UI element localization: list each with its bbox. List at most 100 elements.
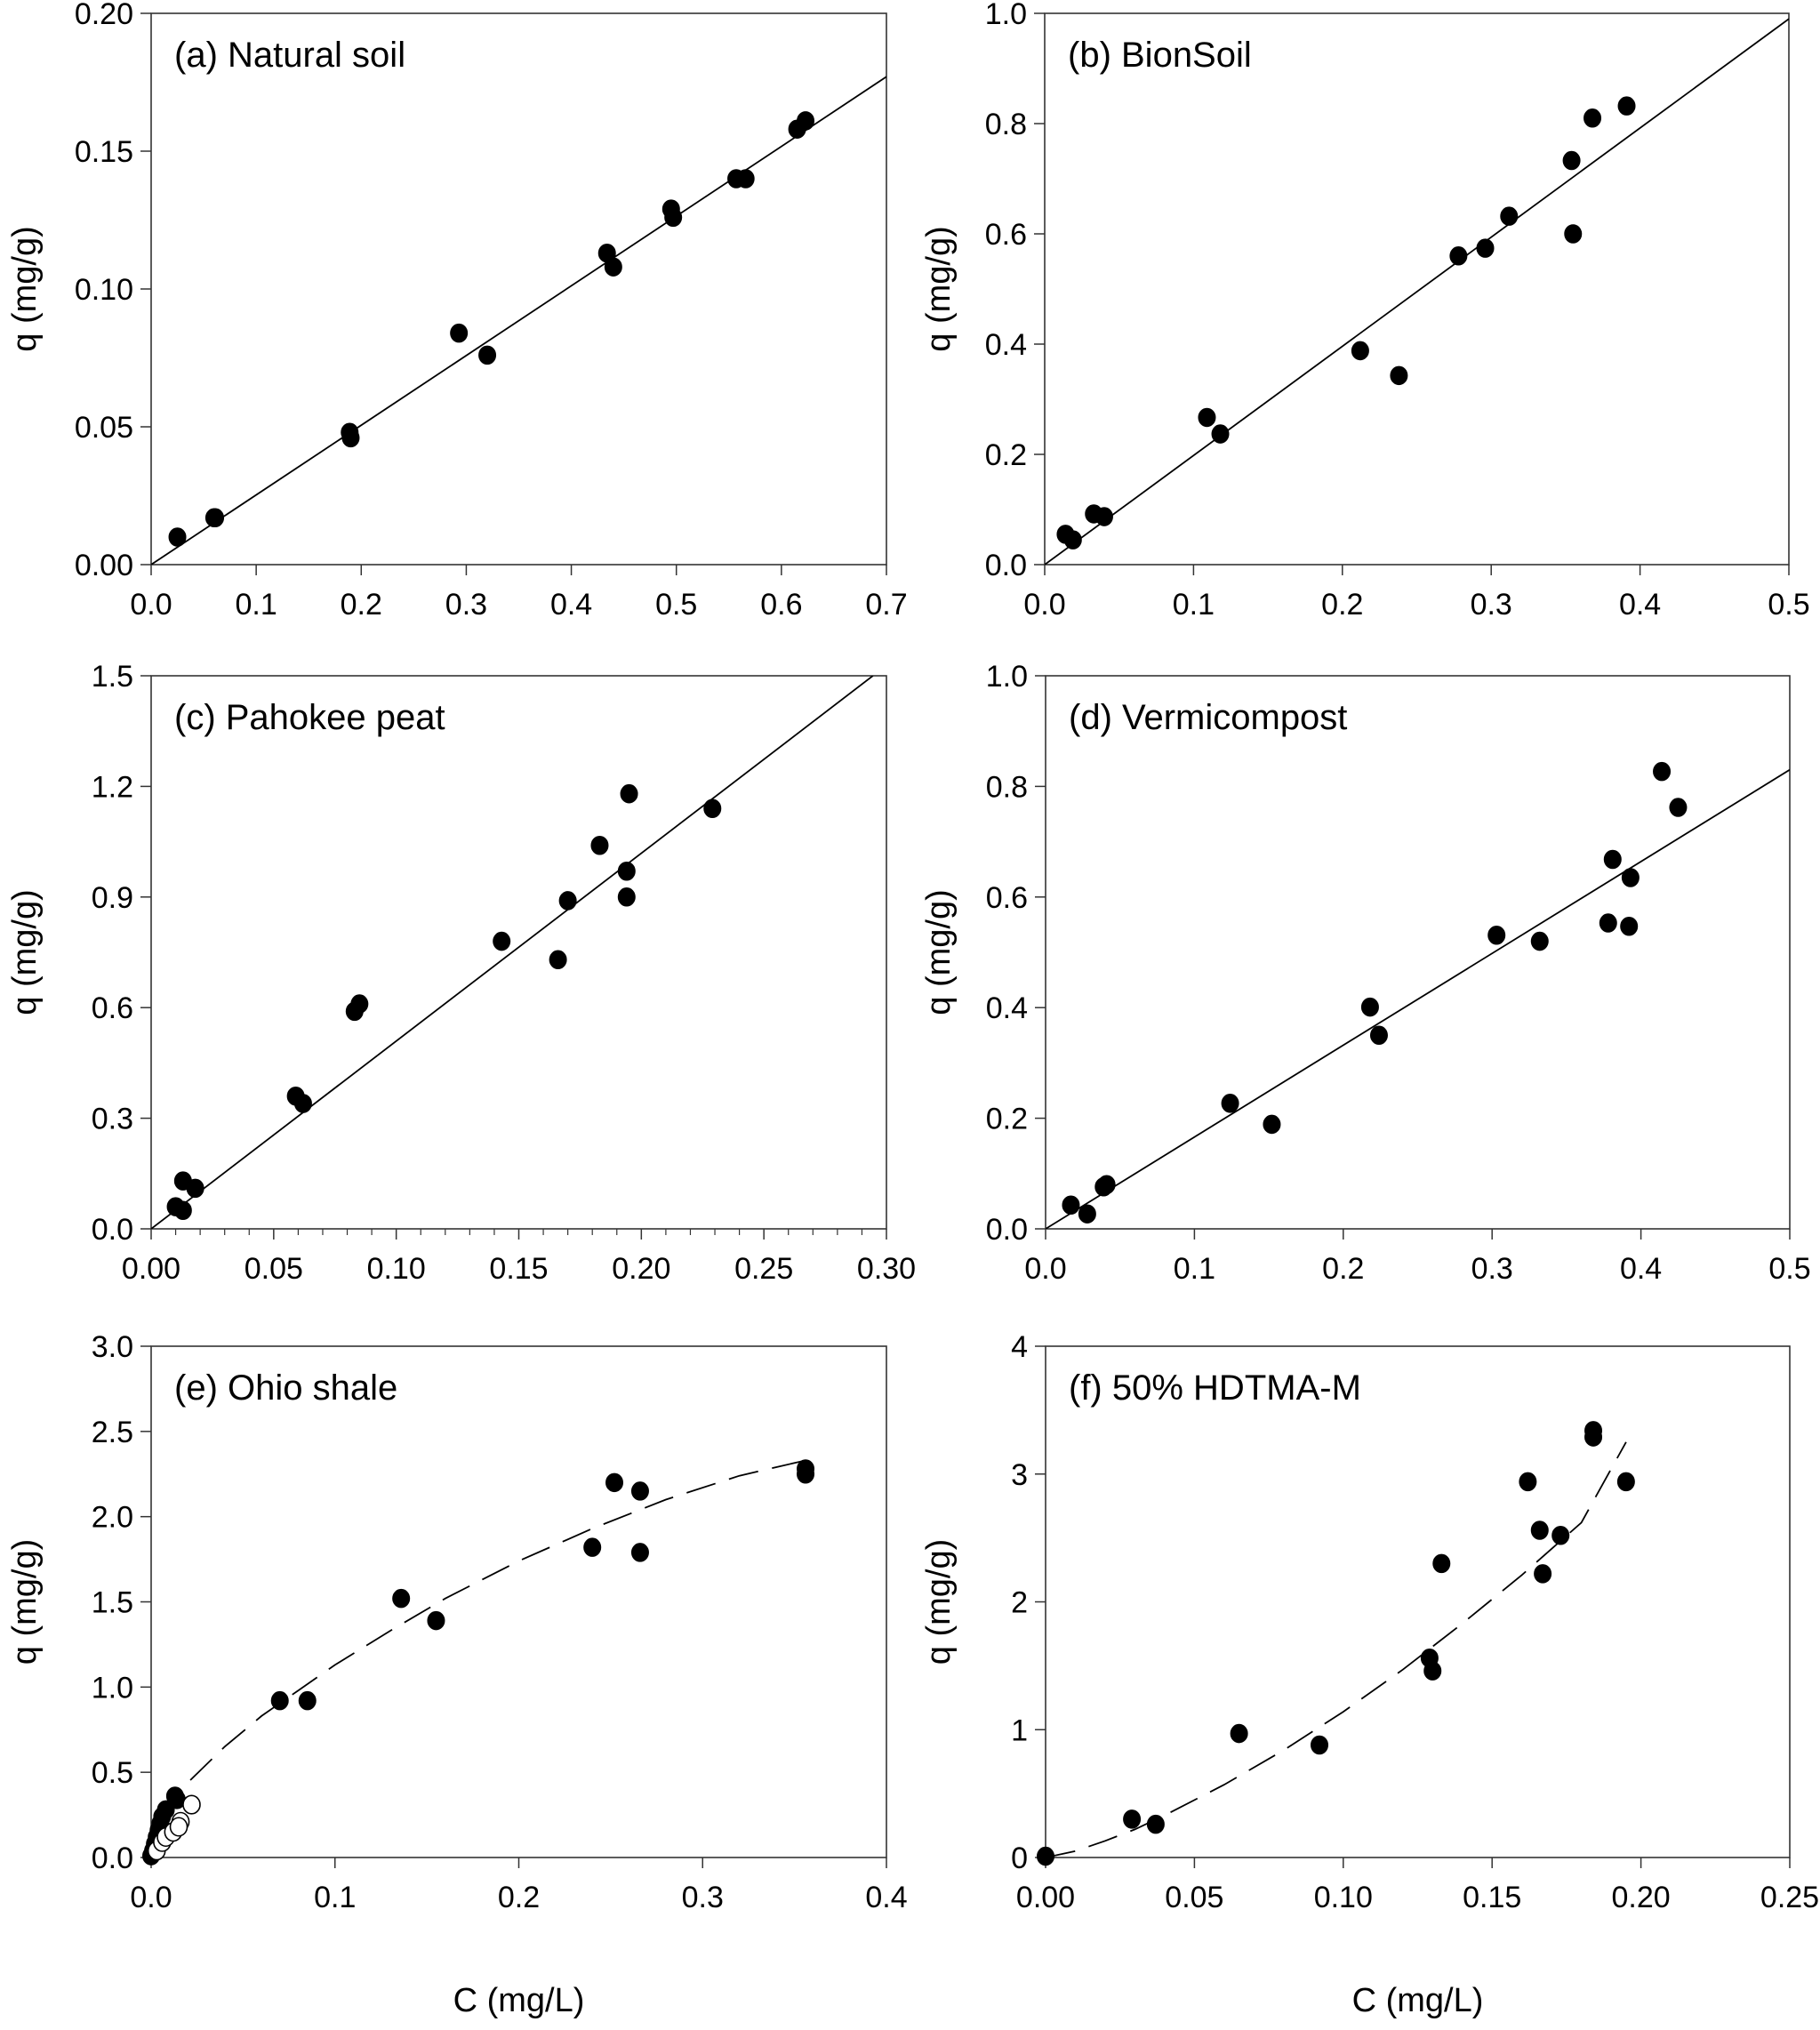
data-point-filled [590, 835, 609, 855]
panel-title: (e) Ohio shale [174, 1368, 397, 1408]
panel-a: 0.0 0.1 0.2 0.3 0.4 0.5 0.6 0.7 0.00 0.05 0.10 0.15… [6, 0, 908, 622]
panel-title: (c) Pahokee peat [174, 698, 445, 737]
data-point-filled [206, 508, 225, 528]
y-tick-label: 0.20 [75, 0, 133, 31]
data-point-filled [293, 1094, 312, 1113]
data-point-filled [797, 1464, 815, 1484]
y-tick-label: 1.5 [92, 1586, 133, 1620]
fit-line [1046, 768, 1790, 1229]
data-point-filled [1583, 108, 1602, 128]
x-tick-label: 0.20 [1612, 1881, 1671, 1914]
y-tick-label: 0.00 [75, 549, 133, 582]
data-point-filled [1390, 365, 1408, 386]
data-point-filled [1519, 1472, 1537, 1492]
y-tick-label: 0.0 [92, 1841, 133, 1875]
x-tick-label: 0.10 [1314, 1881, 1373, 1914]
data-point-filled [1449, 246, 1468, 266]
y-tick-label: 1.0 [92, 1671, 133, 1705]
data-point-filled [168, 527, 187, 547]
x-tick-label: 0.05 [245, 1252, 303, 1286]
data-point-filled [1221, 1094, 1239, 1113]
data-point-filled [1146, 1814, 1165, 1834]
data-point-filled [1123, 1809, 1142, 1829]
data-point-filled [1037, 1846, 1054, 1866]
x-tick-label: 0.0 [1024, 1252, 1066, 1286]
panel-c: 0.00 0.05 0.10 0.15 0.20 0.25 0.30 0.0 0.3 0.6 0.9… [6, 660, 916, 1286]
data-point-filled [1351, 341, 1369, 361]
data-point-filled [1311, 1735, 1329, 1755]
x-tick-label: 0.5 [1768, 588, 1809, 622]
data-point-filled [1564, 224, 1583, 244]
y-tick-label: 2.5 [92, 1416, 133, 1449]
data-point-filled [1530, 1520, 1549, 1540]
data-point-filled [605, 1472, 624, 1493]
x-tick-label: 0.3 [682, 1881, 724, 1914]
y-tick-label: 1.0 [986, 660, 1028, 694]
data-point-filled [1669, 798, 1688, 817]
x-tick-label: 0.20 [612, 1252, 670, 1286]
y-tick-label: 0.4 [985, 328, 1027, 362]
plot-frame [150, 1345, 887, 1858]
y-tick-label: 1.0 [985, 0, 1027, 31]
data-point-filled [1534, 1564, 1552, 1584]
y-tick-label: 0.5 [92, 1756, 133, 1790]
y-axis-title: q (mg/g) [920, 1539, 958, 1665]
data-point-filled [1078, 1204, 1096, 1224]
y-axis-title: q (mg/g) [6, 226, 44, 351]
y-tick-label: 2.0 [92, 1501, 133, 1535]
x-tick-label: 0.0 [1023, 588, 1065, 622]
plot-frame [150, 12, 887, 566]
x-tick-label: 0.00 [122, 1252, 180, 1286]
x-tick-label: 0.3 [1471, 588, 1512, 622]
plot-frame [1044, 12, 1790, 566]
data-point-filled [1097, 1175, 1116, 1194]
y-tick-label: 4 [1011, 1330, 1028, 1364]
x-tick-label: 0.2 [498, 1881, 540, 1914]
data-point-filled [1487, 925, 1506, 945]
x-tick-label: 0.00 [1016, 1881, 1075, 1914]
panel-title: (a) Natural soil [174, 36, 405, 75]
y-tick-label: 0.2 [985, 438, 1027, 472]
panel-d: 0.0 0.1 0.2 0.3 0.4 0.5 0.0 0.2 0.4 0.6 0.8 1.0 q (m… [920, 660, 1811, 1286]
data-point-filled [1094, 507, 1113, 526]
y-tick-label: 0 [1011, 1841, 1028, 1875]
fit-line [151, 1459, 806, 1857]
plot-frame [150, 675, 887, 1230]
data-point-open [169, 1817, 188, 1837]
x-tick-label: 0.1 [1174, 1252, 1215, 1286]
data-point-filled [1530, 931, 1549, 951]
y-tick-label: 0.9 [92, 881, 133, 915]
data-point-filled [1263, 1114, 1281, 1135]
y-tick-label: 0.0 [92, 1213, 133, 1247]
data-point-filled [270, 1690, 289, 1711]
data-point-filled [620, 783, 638, 804]
data-point-filled [1211, 424, 1230, 444]
y-tick-label: 0.0 [985, 549, 1027, 582]
x-tick-label: 0.4 [1619, 588, 1661, 622]
x-axis-title: C (mg/L) [1352, 1982, 1484, 2019]
y-axis-title: q (mg/g) [6, 889, 44, 1015]
fit-line [1045, 18, 1789, 565]
plot-frame [1045, 1345, 1791, 1858]
data-point-filled [1432, 1553, 1451, 1574]
data-point-filled [617, 862, 636, 881]
y-axis-title: q (mg/g) [920, 889, 958, 1015]
data-point-filled [1551, 1525, 1570, 1545]
x-tick-label: 0.5 [655, 588, 697, 622]
data-point-filled [1621, 868, 1640, 887]
x-tick-label: 0.3 [1471, 1252, 1513, 1286]
y-tick-label: 1.5 [92, 660, 133, 694]
data-point-filled [604, 257, 622, 277]
y-tick-label: 3.0 [92, 1330, 133, 1364]
data-point-filled [450, 323, 469, 343]
data-point-filled [1360, 997, 1379, 1017]
data-point-filled [298, 1690, 317, 1711]
x-tick-label: 0.15 [489, 1252, 548, 1286]
data-point-filled [1500, 206, 1519, 226]
data-point-filled [1653, 761, 1672, 782]
x-axis-title: C (mg/L) [453, 1982, 585, 2019]
y-tick-label: 0.4 [986, 991, 1028, 1025]
panel-title: (d) Vermicompost [1069, 698, 1347, 737]
data-point-filled [1063, 530, 1082, 550]
data-point-filled [797, 111, 815, 131]
